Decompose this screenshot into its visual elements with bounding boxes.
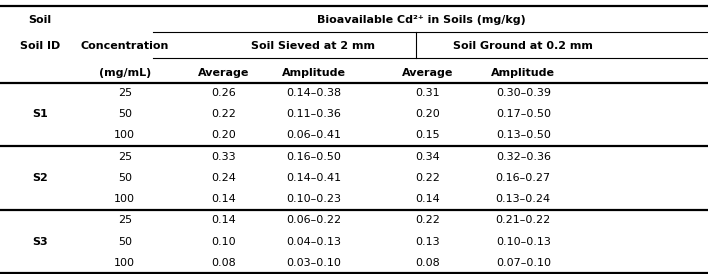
Text: Soil Sieved at 2 mm: Soil Sieved at 2 mm (251, 41, 375, 51)
Text: 0.13–0.24: 0.13–0.24 (496, 194, 551, 204)
Text: 100: 100 (114, 258, 135, 268)
Text: Concentration: Concentration (81, 41, 169, 51)
Text: 25: 25 (118, 88, 132, 98)
Text: Average: Average (402, 68, 454, 78)
Text: 0.04–0.13: 0.04–0.13 (286, 237, 341, 247)
Text: 50: 50 (118, 109, 132, 119)
Text: 0.13–0.50: 0.13–0.50 (496, 130, 551, 140)
Text: 0.03–0.10: 0.03–0.10 (286, 258, 341, 268)
Text: 0.06–0.41: 0.06–0.41 (286, 130, 341, 140)
Text: S2: S2 (33, 173, 48, 183)
Text: 0.14: 0.14 (211, 215, 236, 226)
Text: 0.16–0.50: 0.16–0.50 (286, 152, 341, 162)
Text: (mg/mL): (mg/mL) (98, 68, 151, 78)
Text: Soil: Soil (28, 15, 52, 25)
Text: 0.11–0.36: 0.11–0.36 (286, 109, 341, 119)
Text: 50: 50 (118, 173, 132, 183)
Text: 100: 100 (114, 194, 135, 204)
Text: 0.20: 0.20 (416, 109, 440, 119)
Text: 0.26: 0.26 (211, 88, 236, 98)
Text: 0.22: 0.22 (416, 173, 440, 183)
Text: S1: S1 (33, 109, 48, 119)
Text: 0.24: 0.24 (211, 173, 236, 183)
Text: 100: 100 (114, 130, 135, 140)
Text: 0.22: 0.22 (211, 109, 236, 119)
Text: 50: 50 (118, 237, 132, 247)
Text: Soil Ground at 0.2 mm: Soil Ground at 0.2 mm (453, 41, 593, 51)
Text: 0.34: 0.34 (416, 152, 440, 162)
Text: 0.06–0.22: 0.06–0.22 (286, 215, 341, 226)
Text: 0.22: 0.22 (416, 215, 440, 226)
Text: 0.10: 0.10 (211, 237, 236, 247)
Text: 0.07–0.10: 0.07–0.10 (496, 258, 551, 268)
Text: 25: 25 (118, 215, 132, 226)
Text: 0.14: 0.14 (211, 194, 236, 204)
Text: 0.33: 0.33 (211, 152, 236, 162)
Text: Bioavailable Cd²⁺ in Soils (mg/kg): Bioavailable Cd²⁺ in Soils (mg/kg) (316, 15, 525, 25)
Text: 25: 25 (118, 152, 132, 162)
Text: 0.14–0.38: 0.14–0.38 (286, 88, 341, 98)
Text: Average: Average (198, 68, 249, 78)
Text: 0.20: 0.20 (211, 130, 236, 140)
Text: Amplitude: Amplitude (491, 68, 555, 78)
Text: 0.30–0.39: 0.30–0.39 (496, 88, 551, 98)
Text: 0.08: 0.08 (211, 258, 236, 268)
Text: 0.16–0.27: 0.16–0.27 (496, 173, 551, 183)
Text: Amplitude: Amplitude (282, 68, 346, 78)
Text: 0.08: 0.08 (416, 258, 440, 268)
Text: 0.32–0.36: 0.32–0.36 (496, 152, 551, 162)
Text: 0.31: 0.31 (416, 88, 440, 98)
Text: 0.14: 0.14 (416, 194, 440, 204)
Text: 0.10–0.13: 0.10–0.13 (496, 237, 551, 247)
Text: 0.21–0.22: 0.21–0.22 (496, 215, 551, 226)
Text: 0.14–0.41: 0.14–0.41 (286, 173, 341, 183)
Text: 0.15: 0.15 (416, 130, 440, 140)
Text: 0.17–0.50: 0.17–0.50 (496, 109, 551, 119)
Text: 0.10–0.23: 0.10–0.23 (286, 194, 341, 204)
Text: 0.13: 0.13 (416, 237, 440, 247)
Text: Soil ID: Soil ID (20, 41, 60, 51)
Text: S3: S3 (33, 237, 48, 247)
